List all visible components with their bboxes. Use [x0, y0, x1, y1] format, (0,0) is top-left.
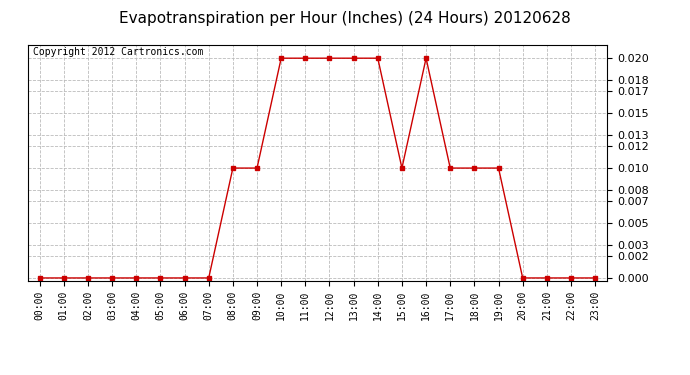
Text: Copyright 2012 Cartronics.com: Copyright 2012 Cartronics.com — [33, 47, 204, 57]
Text: Evapotranspiration per Hour (Inches) (24 Hours) 20120628: Evapotranspiration per Hour (Inches) (24… — [119, 11, 571, 26]
